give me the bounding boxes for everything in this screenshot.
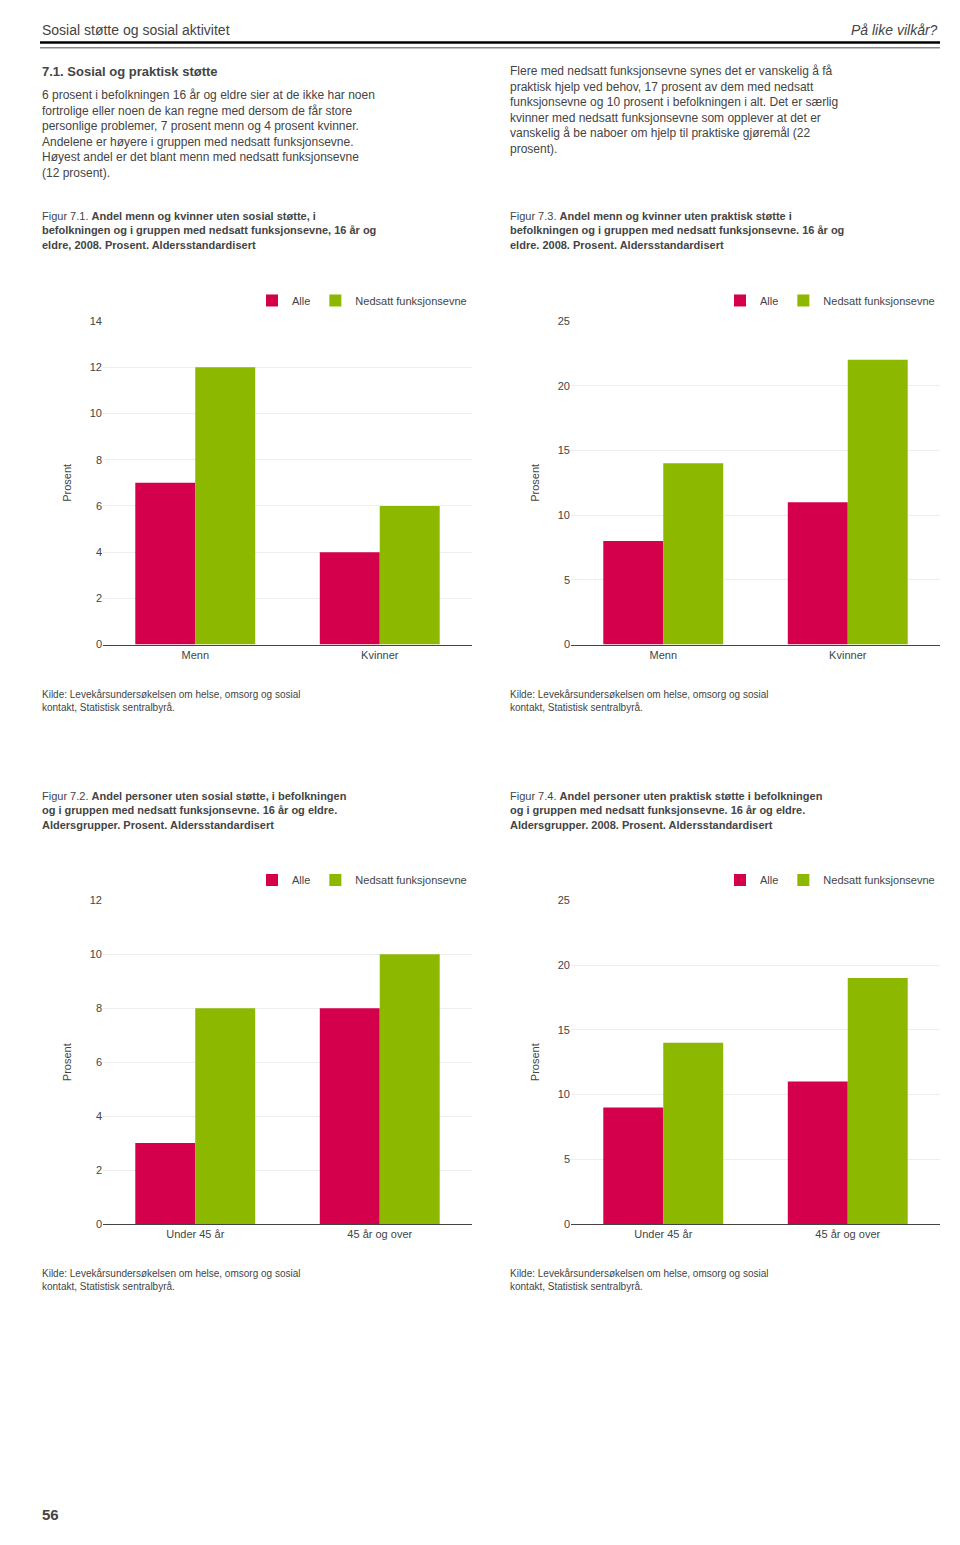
svg-text:Kvinner: Kvinner (361, 649, 399, 661)
svg-text:Kilde: Levekårsundersøkelsen o: Kilde: Levekårsundersøkelsen om helse, o… (510, 689, 768, 713)
svg-text:12: 12 (90, 894, 102, 906)
svg-text:Kilde: Levekårsundersøkelsen o: Kilde: Levekårsundersøkelsen om helse, o… (42, 1268, 300, 1292)
svg-text:2: 2 (96, 1164, 102, 1176)
svg-text:7.1. Sosial og praktisk støtte: 7.1. Sosial og praktisk støtte (42, 64, 218, 79)
svg-text:45 år og over: 45 år og over (347, 1228, 412, 1240)
svg-text:Flere med nedsatt funksjonsevn: Flere med nedsatt funksjonsevne synes de… (510, 64, 838, 156)
svg-text:2: 2 (96, 592, 102, 604)
svg-text:14: 14 (90, 315, 102, 327)
svg-text:Nedsatt funksjonsevne: Nedsatt funksjonsevne (823, 295, 934, 307)
svg-text:10: 10 (90, 948, 102, 960)
svg-text:5: 5 (564, 574, 570, 586)
svg-text:Sosial støtte og sosial aktivi: Sosial støtte og sosial aktivitet (42, 22, 230, 38)
svg-text:Alle: Alle (760, 874, 778, 886)
svg-text:10: 10 (558, 509, 570, 521)
svg-text:Kilde: Levekårsundersøkelsen o: Kilde: Levekårsundersøkelsen om helse, o… (510, 1268, 768, 1292)
svg-text:Prosent: Prosent (61, 464, 73, 502)
svg-text:5: 5 (564, 1153, 570, 1165)
svg-text:20: 20 (558, 380, 570, 392)
svg-text:56: 56 (42, 1506, 59, 1523)
svg-text:8: 8 (96, 1002, 102, 1014)
svg-text:Alle: Alle (292, 295, 310, 307)
svg-text:4: 4 (96, 546, 102, 558)
svg-text:Kvinner: Kvinner (829, 649, 867, 661)
svg-text:25: 25 (558, 315, 570, 327)
svg-text:0: 0 (564, 1218, 570, 1230)
svg-text:8: 8 (96, 454, 102, 466)
svg-text:Figur 7.3. Andel menn og kvinn: Figur 7.3. Andel menn og kvinner uten pr… (510, 210, 844, 251)
svg-text:6: 6 (96, 1056, 102, 1068)
svg-text:Prosent: Prosent (61, 1043, 73, 1081)
svg-text:Nedsatt funksjonsevne: Nedsatt funksjonsevne (823, 874, 934, 886)
svg-text:0: 0 (96, 1218, 102, 1230)
svg-text:Under 45 år: Under 45 år (634, 1228, 692, 1240)
svg-text:Figur 7.1. Andel menn og kvinn: Figur 7.1. Andel menn og kvinner uten so… (42, 210, 376, 251)
svg-text:Alle: Alle (760, 295, 778, 307)
svg-text:Figur 7.4. Andel personer uten: Figur 7.4. Andel personer uten praktisk … (510, 790, 823, 831)
svg-text:10: 10 (90, 407, 102, 419)
svg-text:Menn: Menn (649, 649, 677, 661)
svg-text:6: 6 (96, 500, 102, 512)
svg-text:Nedsatt funksjonsevne: Nedsatt funksjonsevne (355, 295, 466, 307)
svg-text:15: 15 (558, 444, 570, 456)
svg-text:Kilde: Levekårsundersøkelsen o: Kilde: Levekårsundersøkelsen om helse, o… (42, 689, 300, 713)
svg-text:Figur 7.2. Andel personer uten: Figur 7.2. Andel personer uten sosial st… (42, 790, 347, 831)
svg-text:Prosent: Prosent (529, 1043, 541, 1081)
svg-text:10: 10 (558, 1088, 570, 1100)
svg-text:Alle: Alle (292, 874, 310, 886)
svg-text:4: 4 (96, 1110, 102, 1122)
svg-text:0: 0 (564, 638, 570, 650)
svg-text:15: 15 (558, 1024, 570, 1036)
svg-text:25: 25 (558, 894, 570, 906)
svg-text:45 år og over: 45 år og over (815, 1228, 880, 1240)
svg-text:Prosent: Prosent (529, 464, 541, 502)
svg-text:6 prosent i befolkningen 16 år: 6 prosent i befolkningen 16 år og eldre … (42, 88, 375, 180)
svg-text:0: 0 (96, 638, 102, 650)
svg-text:Nedsatt funksjonsevne: Nedsatt funksjonsevne (355, 874, 466, 886)
svg-text:12: 12 (90, 361, 102, 373)
svg-text:På like vilkår?: På like vilkår? (851, 22, 938, 38)
svg-text:Under 45 år: Under 45 år (166, 1228, 224, 1240)
svg-text:20: 20 (558, 959, 570, 971)
svg-text:Menn: Menn (181, 649, 209, 661)
